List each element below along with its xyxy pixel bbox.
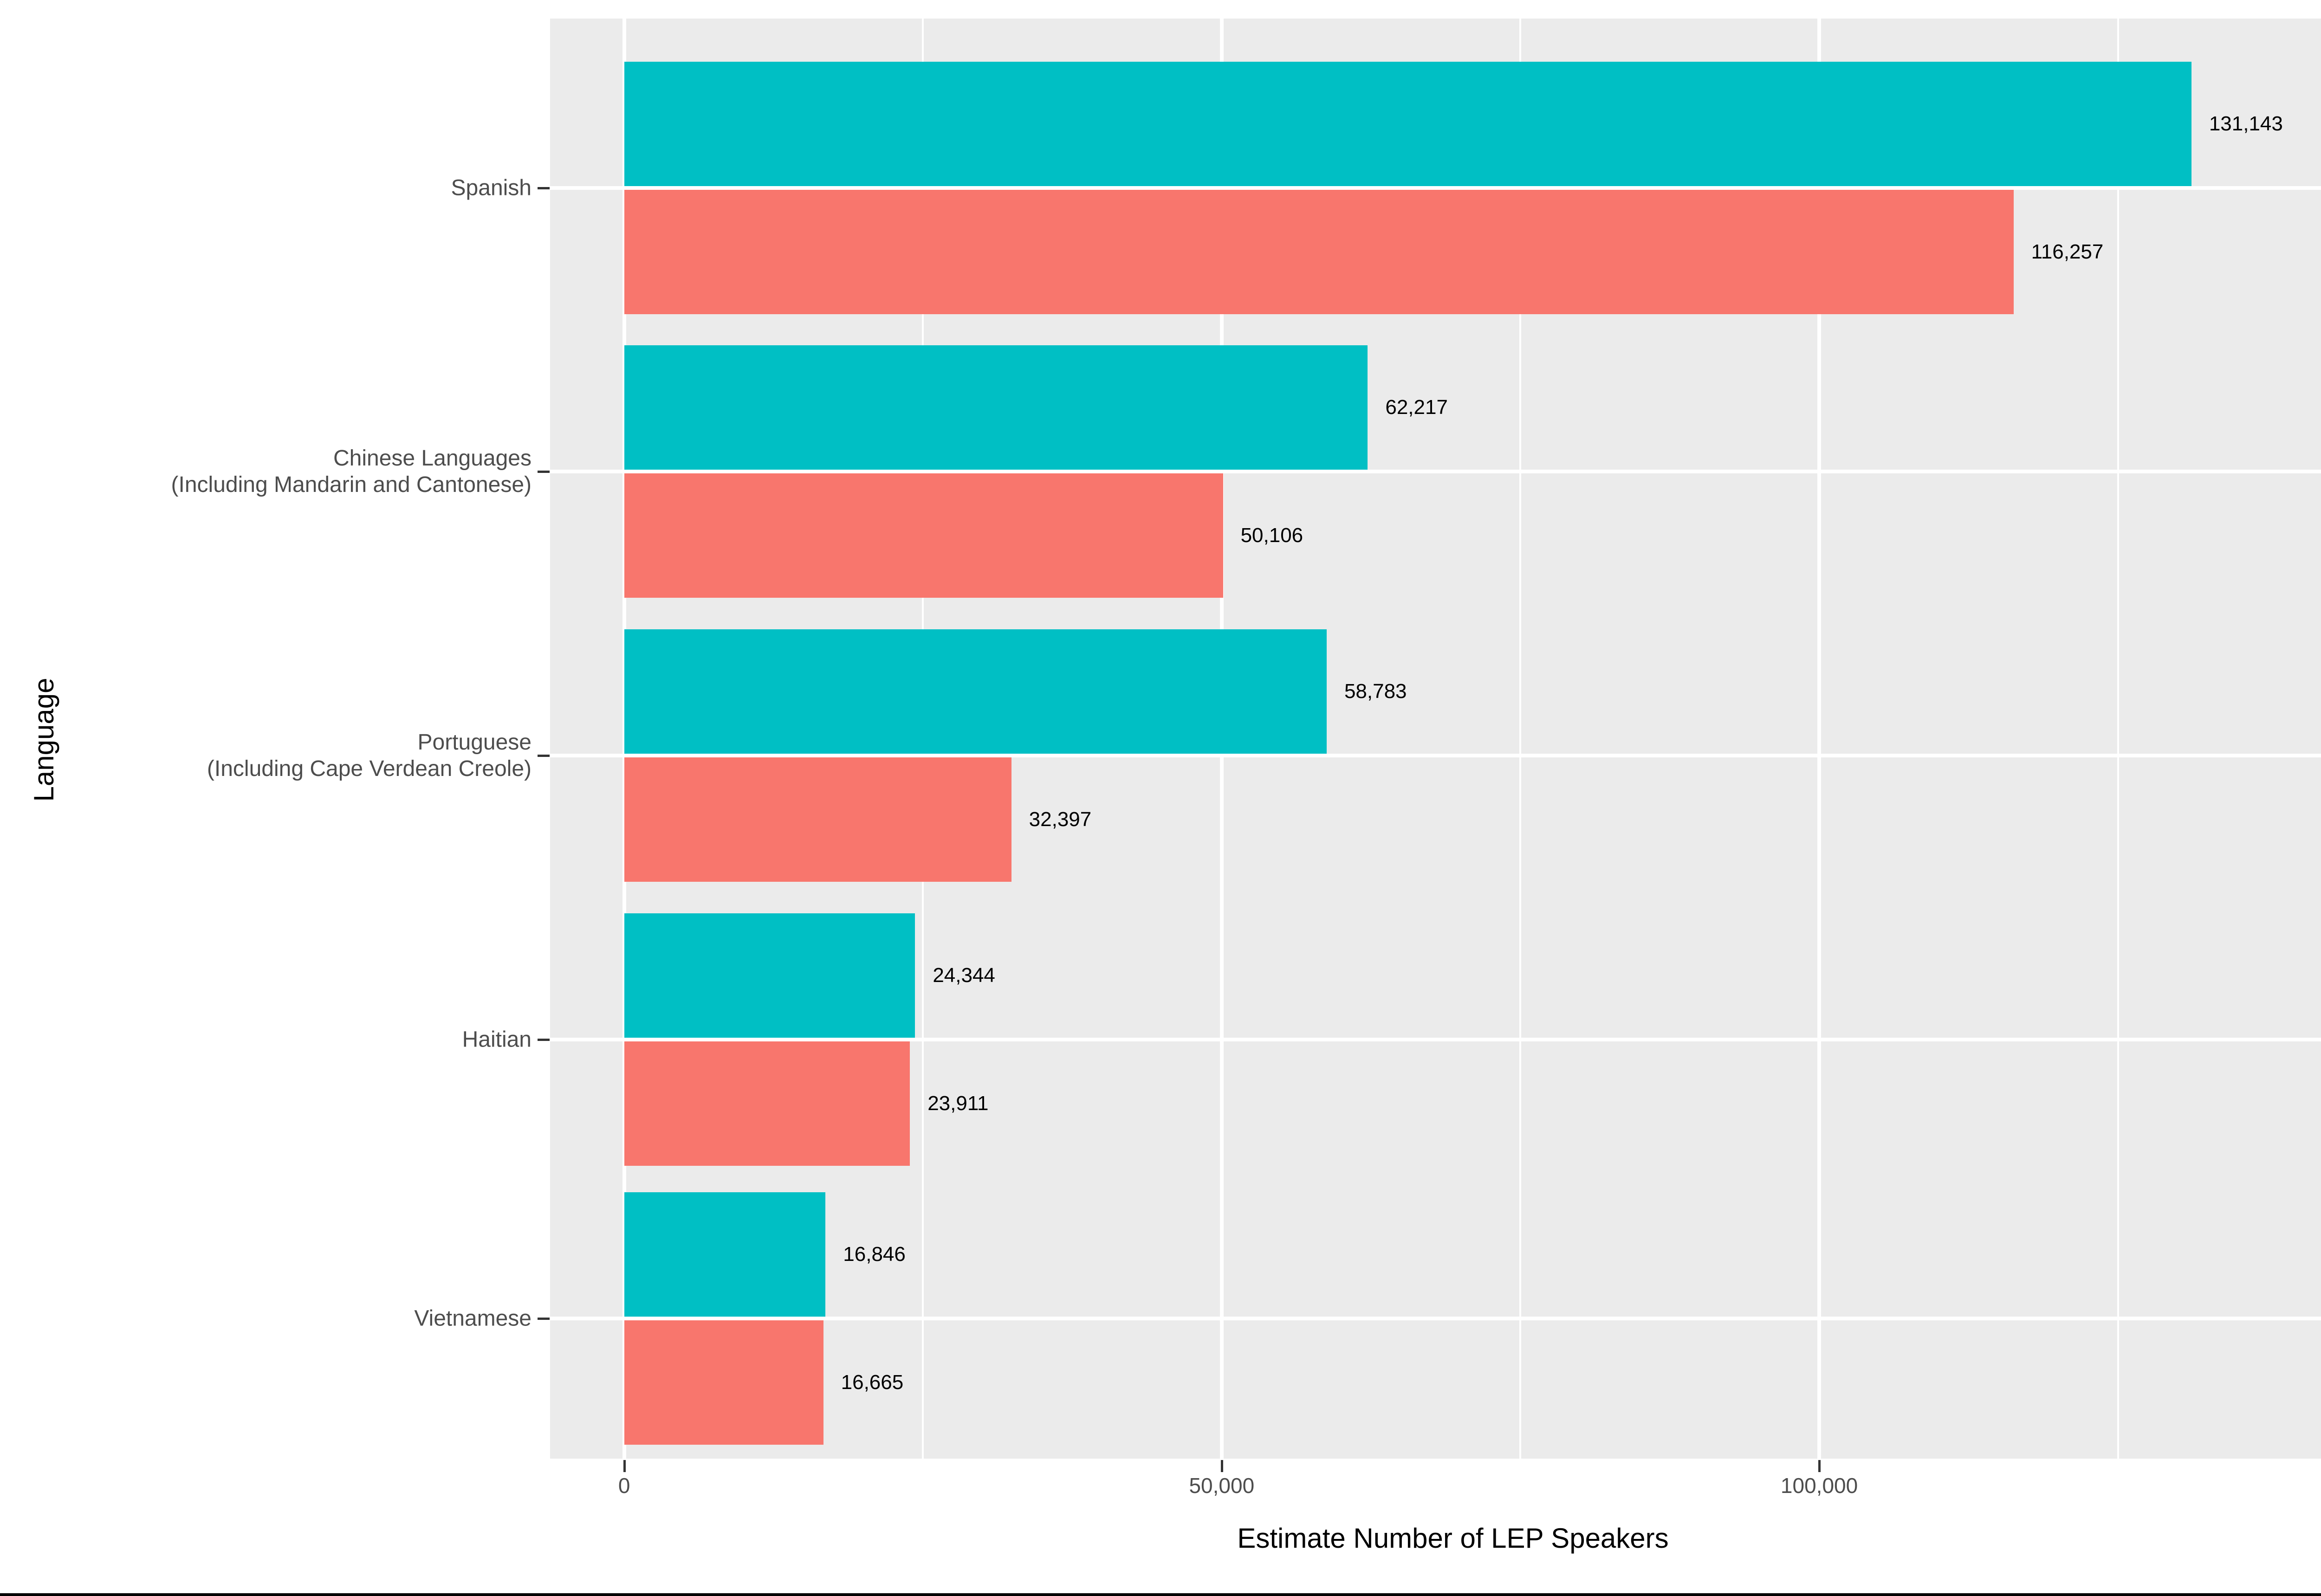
plot-panel: 131,143 116,257 62,217 50,106 58,783 32,397 24… bbox=[550, 19, 2321, 1459]
y-axis-category-label: Portuguese (Including Cape Verdean Creol… bbox=[207, 730, 532, 781]
bar-portuguese-2016 bbox=[624, 757, 1011, 882]
bar-value-label: 16,665 bbox=[841, 1371, 904, 1394]
bar-value-label: 62,217 bbox=[1385, 396, 1448, 419]
bar-value-label: 116,257 bbox=[2031, 240, 2104, 263]
y-axis-tick-mark bbox=[538, 187, 550, 189]
y-axis-tick-mark bbox=[538, 1318, 550, 1320]
y-axis-tick-mark bbox=[538, 1039, 550, 1041]
bar-chinese-languages-2021 bbox=[624, 345, 1368, 470]
major-gridline-horizontal bbox=[550, 1317, 2321, 1320]
bar-value-label: 58,783 bbox=[1344, 680, 1407, 703]
bar-value-label: 16,846 bbox=[843, 1243, 906, 1266]
bar-portuguese-2021 bbox=[624, 629, 1327, 754]
bar-value-label: 24,344 bbox=[933, 964, 995, 987]
y-axis-title: Language bbox=[28, 678, 59, 802]
y-axis-category-label: Spanish bbox=[451, 175, 532, 200]
y-axis-category-label: Chinese Languages (Including Mandarin an… bbox=[171, 446, 532, 497]
bar-value-label: 50,106 bbox=[1240, 524, 1303, 547]
x-axis-tick-mark bbox=[1220, 1460, 1223, 1472]
major-gridline-horizontal bbox=[550, 470, 2321, 473]
bar-vietnamese-2016 bbox=[624, 1320, 823, 1445]
x-axis-tick-mark bbox=[1818, 1460, 1821, 1472]
minor-gridline-vertical bbox=[2117, 19, 2119, 1459]
major-gridline-horizontal bbox=[550, 754, 2321, 757]
bar-spanish-2016 bbox=[624, 190, 2014, 314]
major-gridline-horizontal bbox=[550, 1038, 2321, 1041]
bar-haitian-2021 bbox=[624, 913, 915, 1038]
x-axis-tick-label: 100,000 bbox=[1780, 1473, 1858, 1498]
bar-vietnamese-2021 bbox=[624, 1192, 826, 1317]
y-axis-tick-mark bbox=[538, 755, 550, 757]
bar-value-label: 23,911 bbox=[927, 1092, 989, 1115]
bar-spanish-2021 bbox=[624, 62, 2191, 186]
y-axis-category-label: Haitian bbox=[462, 1027, 532, 1052]
x-axis-tick-label: 50,000 bbox=[1189, 1473, 1255, 1498]
bar-value-label: 131,143 bbox=[2209, 112, 2283, 135]
x-axis-tick-label: 0 bbox=[618, 1473, 630, 1498]
x-axis-title: Estimate Number of LEP Speakers bbox=[1237, 1523, 1669, 1554]
major-gridline-vertical bbox=[1817, 19, 1822, 1459]
bar-chinese-languages-2016 bbox=[624, 473, 1223, 598]
minor-gridline-vertical bbox=[1519, 19, 1522, 1459]
screenshot-bottom-border bbox=[0, 1593, 2321, 1596]
major-gridline-horizontal bbox=[550, 186, 2321, 190]
y-axis-tick-mark bbox=[538, 471, 550, 473]
x-axis-tick-mark bbox=[623, 1460, 626, 1472]
bar-value-label: 32,397 bbox=[1029, 808, 1092, 831]
bar-haitian-2016 bbox=[624, 1041, 910, 1166]
y-axis-category-label: Vietnamese bbox=[414, 1306, 532, 1331]
